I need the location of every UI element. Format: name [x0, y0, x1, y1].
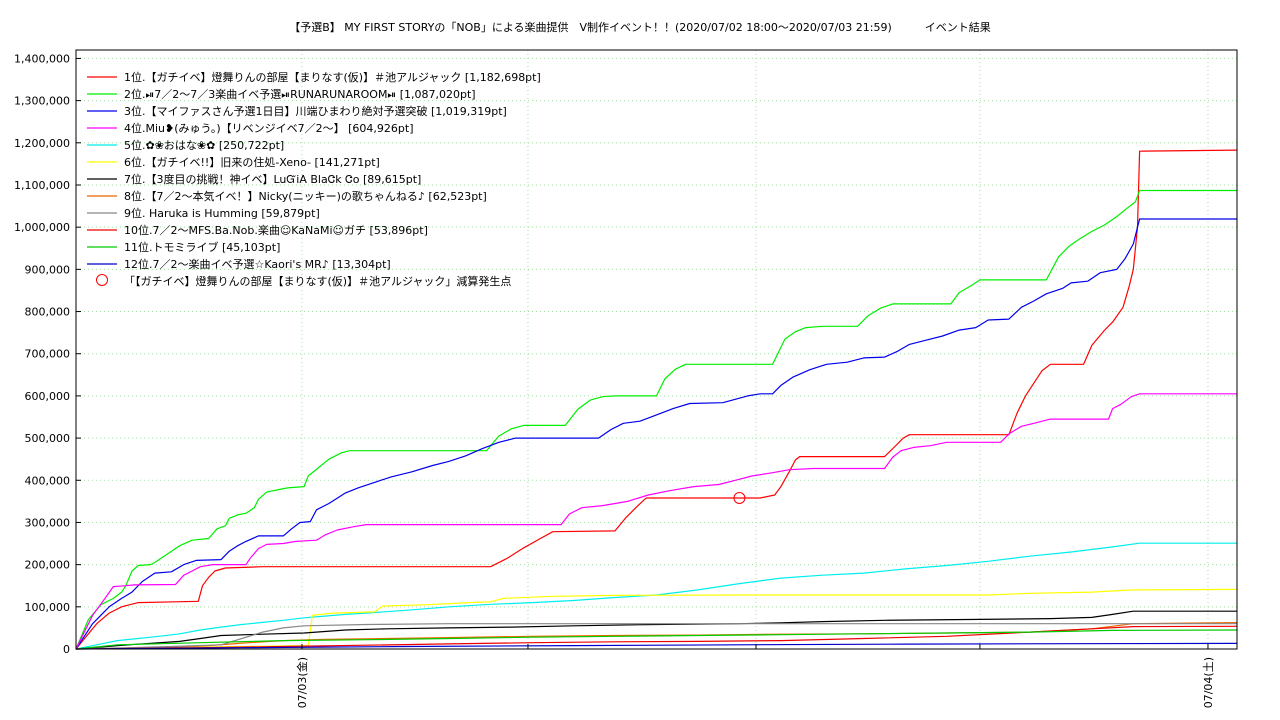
y-tick-label: 200,000: [25, 559, 71, 572]
y-tick-label: 900,000: [25, 263, 71, 276]
plot-frame: [75, 49, 1238, 650]
y-tick-label: 1,100,000: [14, 179, 70, 192]
y-tick-label: 800,000: [25, 306, 71, 319]
legend-entry: 8位.【7／2〜本気イベ！】Nicky(ニッキー)の歌ちゃんねる♪ [62,52…: [124, 189, 487, 203]
chart-title: 【予選B】 MY FIRST STORYの「NOB」による楽曲提供 V制作イベン…: [289, 21, 991, 34]
x-tick-label: 07/04(土): [1202, 657, 1215, 708]
legend-entry: 9位. Haruka is Humming [59,879pt]: [124, 206, 320, 220]
series-line-2: [75, 189, 1237, 650]
y-tick-label: 300,000: [25, 516, 71, 529]
series-line-9: [75, 623, 1237, 650]
series-line-5: [75, 542, 1237, 650]
legend-entry: 12位.7／2〜楽曲イベ予選☆Kaori's MR♪ [13,304pt]: [124, 257, 391, 271]
series-line-7: [75, 610, 1237, 650]
series-line-4: [75, 393, 1237, 650]
series-line-1: [75, 149, 1238, 650]
series-line-3: [75, 218, 1237, 650]
legend-annotation-marker: [96, 274, 108, 286]
y-tick-label: 1,400,000: [14, 52, 70, 65]
series-line-12: [75, 642, 1238, 650]
y-tick-label: 100,000: [25, 601, 71, 614]
y-tick-label: 400,000: [25, 474, 71, 487]
y-axis: 0 100,000 200,000 300,000 400,000 500,000 600,…: [14, 52, 81, 656]
legend-entry: 2位.⏯7／2〜7／3楽曲イベ予選⏯RUNARUNAROOM⏯ [1,087,0…: [124, 87, 476, 101]
legend-entry: 10位.7／2〜MFS.Ba.Nob.楽曲☺KaNaMi☺ガチ [53,896p…: [124, 223, 428, 237]
y-tick-label: 1,000,000: [14, 221, 70, 234]
x-tick-label: 07/03(金): [295, 657, 309, 708]
annotation-marker-1: [733, 491, 746, 504]
series-line-6: [75, 588, 1238, 650]
y-tick-label: 600,000: [25, 390, 71, 403]
grid-lines: [76, 50, 1237, 649]
legend: 1位.【ガチイベ】燈舞りんの部屋【まりなす(仮)】＃池アルジャック [1,182…: [87, 70, 541, 288]
series-lines: [75, 149, 1238, 650]
legend-entry: 11位.トモミライブ [45,103pt]: [124, 240, 280, 254]
y-tick-label: 700,000: [25, 348, 71, 361]
y-tick-label: 0: [63, 643, 70, 656]
y-tick-label: 1,200,000: [14, 137, 70, 150]
legend-entry: 7位.【3度目の挑戦！神イベ】LuᏳiA BlaᏣk Ꮳo [89,615pt]: [124, 172, 421, 186]
legend-annotation-entry: 「【ガチイベ】燈舞りんの部屋【まりなす(仮)】＃池アルジャック」減算発生点: [124, 274, 511, 288]
legend-entry: 6位.【ガチイベ!!】旧来の住処-Xeno- [141,271pt]: [124, 155, 380, 169]
legend-entry: 1位.【ガチイベ】燈舞りんの部屋【まりなす(仮)】＃池アルジャック [1,182…: [124, 70, 541, 84]
legend-entry: 4位.Miu❥(みゅう。)【リベンジイベ7／2〜】 [604,926pt]: [124, 121, 414, 135]
y-tick-label: 500,000: [25, 432, 71, 445]
y-tick-label: 1,300,000: [14, 95, 70, 108]
legend-entry: 3位.【マイファスさん予選1日目】川端ひまわり絶対予選突破 [1,019,319…: [124, 104, 507, 118]
legend-entry: 5位.✿❀おはな❀✿ [250,722pt]: [124, 138, 284, 152]
x-axis: 07/03(金) 07/04(土): [295, 644, 1215, 708]
series-line-11: [75, 629, 1238, 650]
series-line-10: [75, 625, 1238, 650]
annotation-markers: [733, 491, 746, 504]
